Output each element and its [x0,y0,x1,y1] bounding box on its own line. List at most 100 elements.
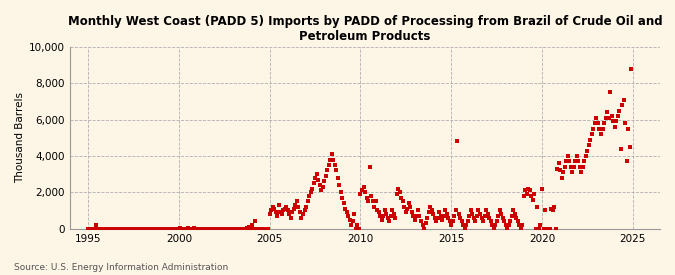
Point [249,219,260,224]
Point [199,226,210,231]
Point [491,219,502,224]
Point [539,208,550,213]
Point [420,221,431,226]
Point [349,212,360,216]
Point [294,210,305,214]
Point [524,188,535,193]
Point [444,219,455,224]
Point [618,97,629,102]
Point [362,199,373,204]
Point [194,226,205,231]
Point [154,226,165,231]
Point [375,214,385,218]
Point [523,186,534,191]
Point [558,170,568,175]
Point [243,225,254,229]
Point [417,223,428,227]
Point [454,212,464,216]
Point [216,226,227,231]
Point [467,212,478,216]
Point [526,194,537,198]
Point [134,226,145,231]
Point [456,219,467,224]
Point [522,192,533,196]
Point [286,216,296,220]
Point [165,226,176,231]
Point [372,208,383,213]
Point [461,223,472,227]
Point [103,226,113,231]
Point [617,103,628,107]
Point [115,226,126,231]
Point [304,194,315,198]
Point [573,159,584,164]
Point [142,226,153,231]
Point [178,226,189,231]
Point [278,208,289,213]
Point [250,226,261,231]
Point [373,210,384,214]
Point [296,216,307,220]
Point [600,116,611,120]
Point [155,226,166,231]
Point [302,199,313,204]
Point [494,208,505,213]
Point [166,226,177,231]
Point [476,216,487,220]
Point [282,208,293,213]
Point [153,226,163,231]
Point [104,226,115,231]
Point [500,223,511,227]
Point [343,214,354,218]
Point [299,208,310,213]
Point [292,199,302,204]
Point [149,226,160,231]
Point [287,210,298,214]
Point [531,226,541,231]
Point [446,223,457,227]
Point [615,147,626,151]
Point [506,214,517,218]
Point [428,212,439,216]
Point [450,208,461,213]
Point [316,188,327,193]
Point [137,226,148,231]
Point [223,226,234,231]
Point [319,179,329,184]
Point [322,168,333,173]
Point [400,210,411,214]
Point [207,226,217,231]
Point [261,226,272,231]
Point [288,207,299,211]
Point [313,177,323,182]
Point [588,126,599,131]
Point [493,214,504,218]
Point [128,226,139,231]
Point [352,223,363,227]
Point [551,166,562,171]
Point [594,126,605,131]
Point [610,125,620,129]
Point [184,226,195,231]
Point [143,226,154,231]
Point [568,165,579,169]
Point [267,205,278,209]
Point [308,181,319,185]
Point [323,163,334,167]
Point [84,226,95,231]
Point [589,121,600,125]
Point [504,223,514,227]
Point [512,219,523,224]
Point [379,208,390,213]
Point [131,226,142,231]
Point [426,208,437,213]
Point [337,196,348,200]
Point [109,226,119,231]
Point [381,212,392,216]
Point [269,207,279,211]
Point [122,226,133,231]
Point [281,205,292,209]
Point [560,165,570,169]
Point [412,208,423,213]
Point [435,214,446,218]
